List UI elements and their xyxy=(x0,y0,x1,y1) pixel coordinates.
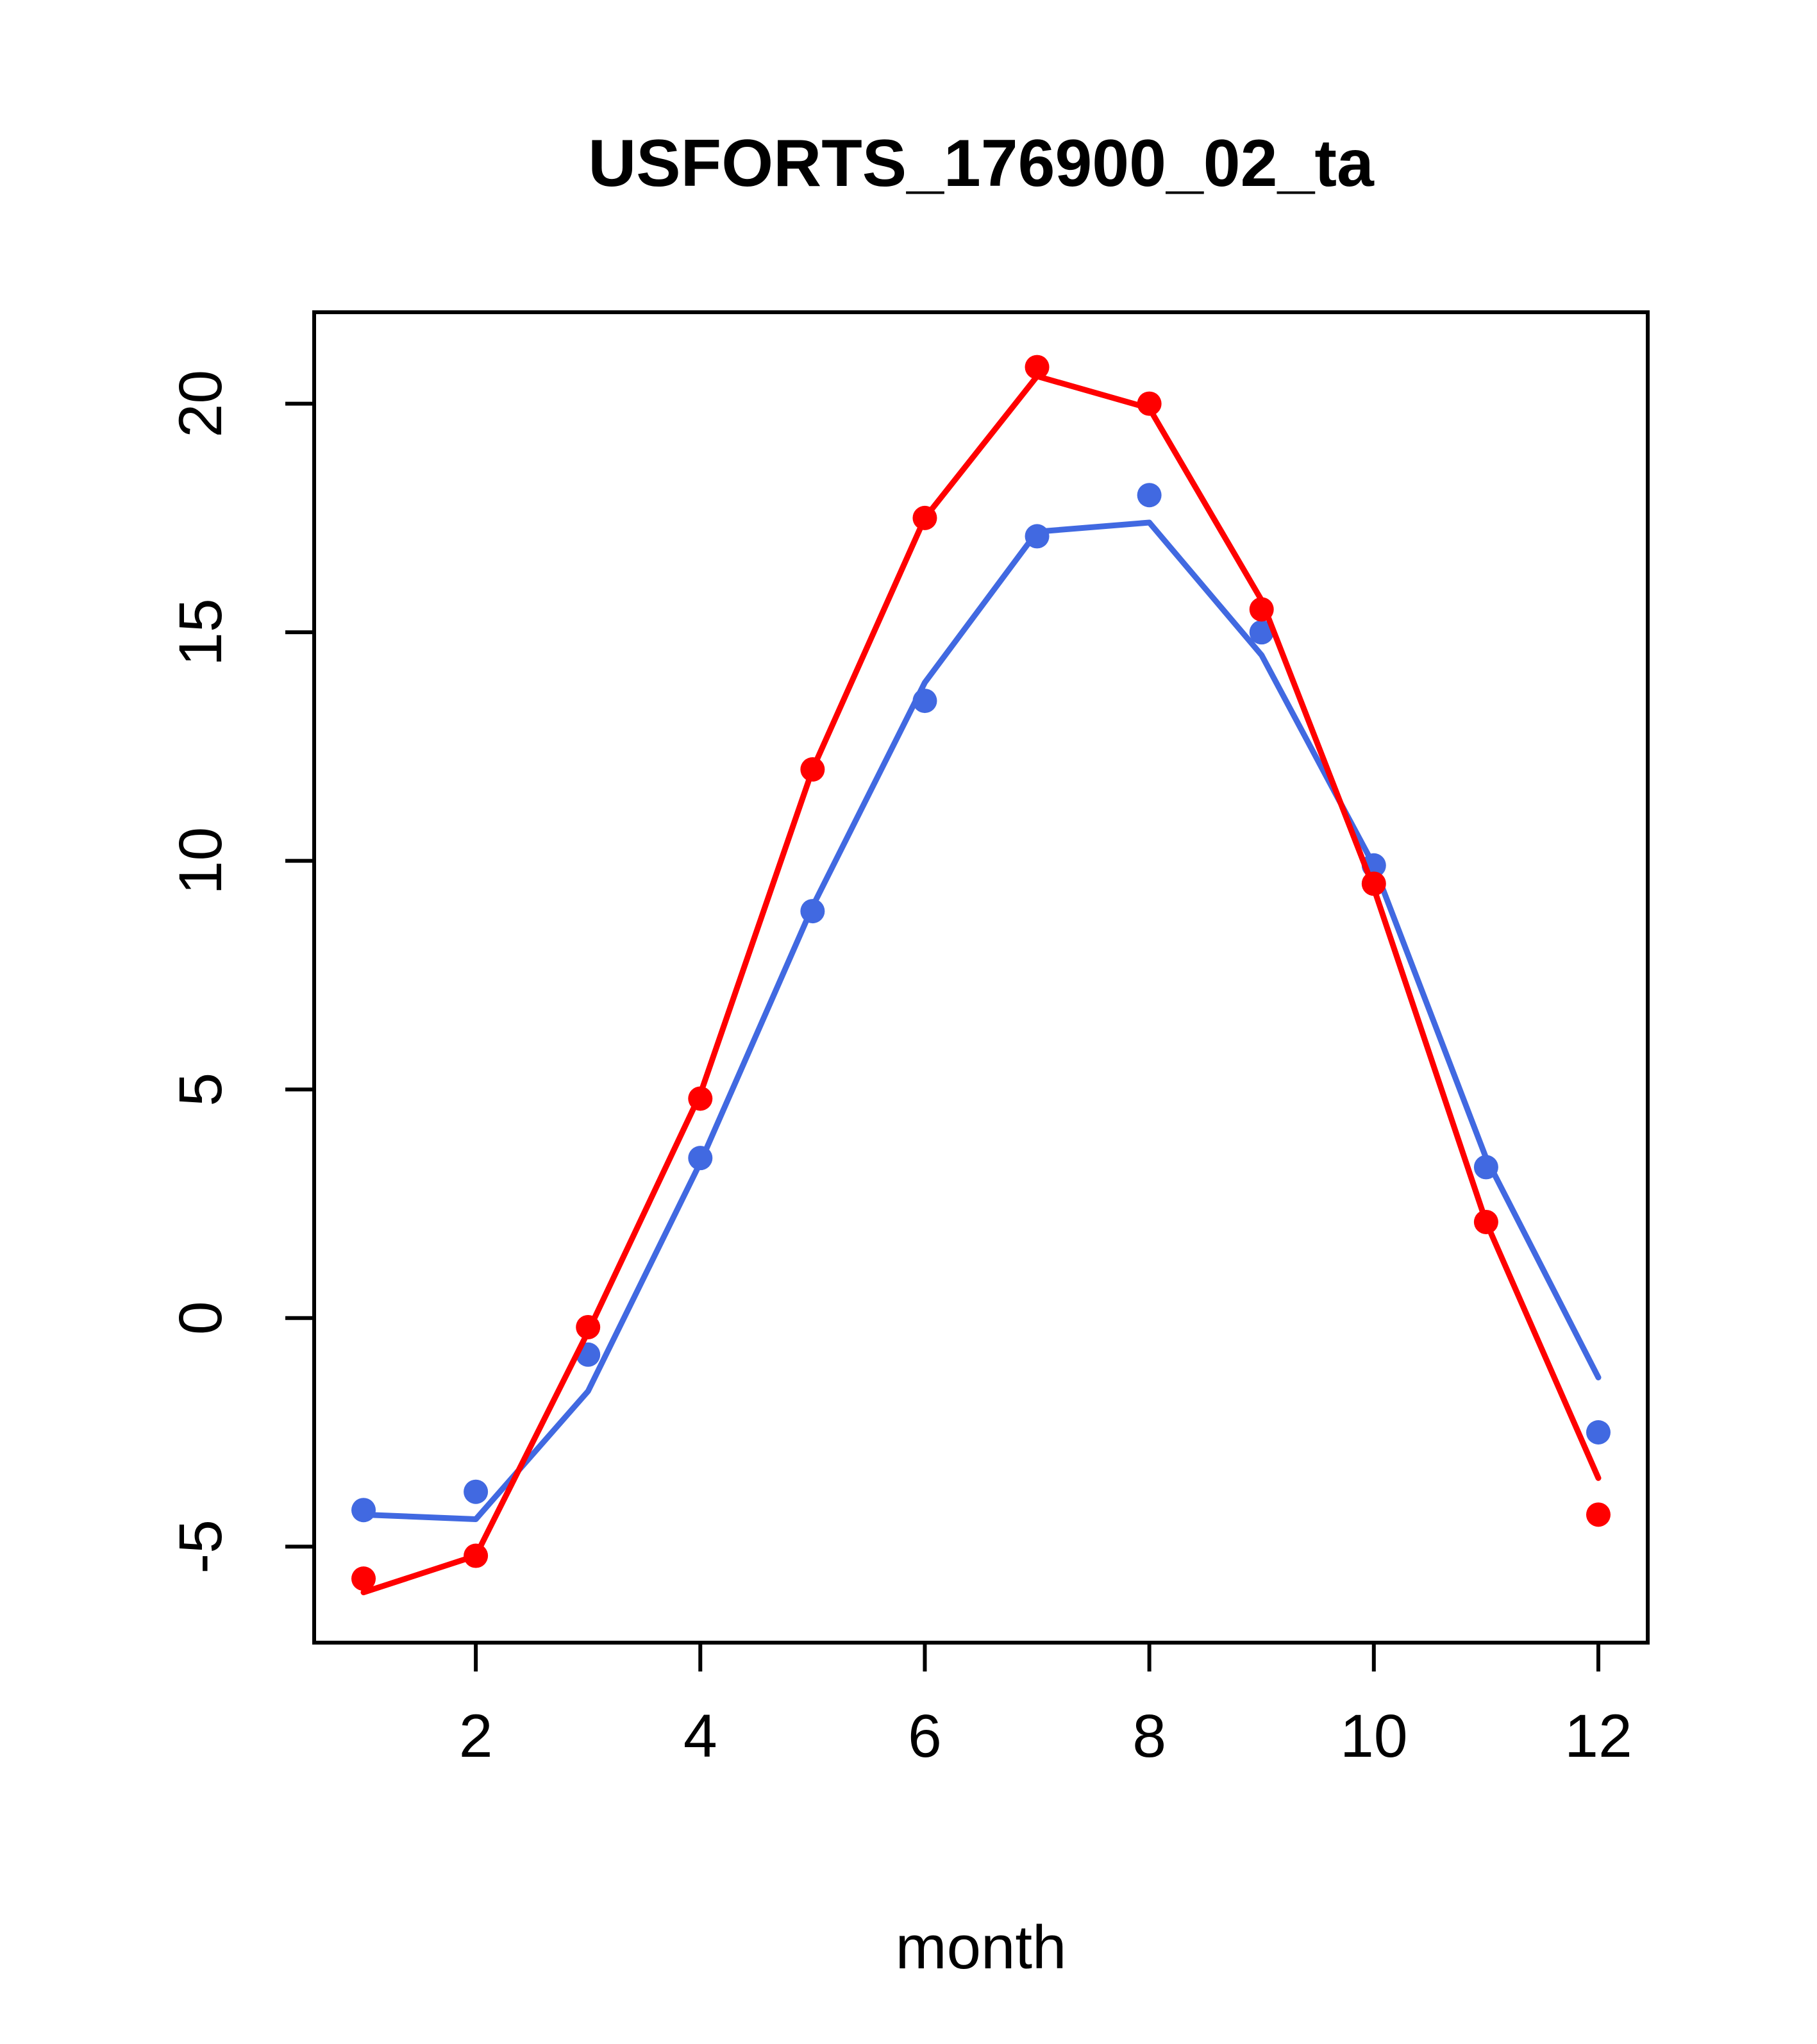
y-tick-label: 0 xyxy=(167,1301,235,1335)
red-series-line xyxy=(360,373,1602,1596)
plot-area: 2 4 6 8 10 12 -5 0 5 10 15 20 xyxy=(167,310,1650,1770)
red-series-point xyxy=(1586,1502,1611,1527)
y-tick-label: 10 xyxy=(167,827,235,895)
red-series-point xyxy=(912,505,937,530)
blue-series-point xyxy=(688,1146,713,1171)
blue-series-point xyxy=(912,689,937,714)
x-tick-label: 4 xyxy=(683,1702,717,1770)
blue-series-point xyxy=(464,1479,489,1504)
blue-series-point xyxy=(351,1498,376,1523)
blue-series-point xyxy=(1473,1155,1498,1180)
red-series-point xyxy=(351,1566,376,1591)
plot-border xyxy=(312,310,1650,1645)
y-tick-label: 20 xyxy=(167,370,235,438)
red-series-point xyxy=(464,1543,489,1568)
x-tick-label: 2 xyxy=(459,1702,493,1770)
y-tick-label: 15 xyxy=(167,598,235,666)
chart-title: USFORTS_176900_02_ta xyxy=(588,126,1375,201)
red-series-point xyxy=(1361,871,1386,896)
red-series-point xyxy=(688,1086,713,1111)
y-tick-label: -5 xyxy=(167,1520,235,1573)
x-tick-label: 10 xyxy=(1340,1702,1408,1770)
red-series-point xyxy=(1137,391,1162,416)
y-tick-label: 5 xyxy=(167,1073,235,1107)
blue-series-line xyxy=(360,519,1602,1522)
blue-series-point xyxy=(1586,1420,1611,1445)
red-series-point xyxy=(576,1314,601,1339)
blue-series-point xyxy=(1137,483,1162,508)
blue-series-point xyxy=(1025,524,1050,549)
blue-series-point xyxy=(1249,620,1274,645)
x-tick-label: 12 xyxy=(1564,1702,1632,1770)
x-tick-label: 6 xyxy=(908,1702,942,1770)
red-series-point xyxy=(1249,597,1274,622)
blue-series-point xyxy=(800,899,825,924)
x-tick-label: 8 xyxy=(1132,1702,1166,1770)
red-series-point xyxy=(1473,1209,1498,1234)
x-axis-label: month xyxy=(896,1913,1067,1982)
red-series-point xyxy=(1025,355,1050,380)
red-series-point xyxy=(800,757,825,782)
